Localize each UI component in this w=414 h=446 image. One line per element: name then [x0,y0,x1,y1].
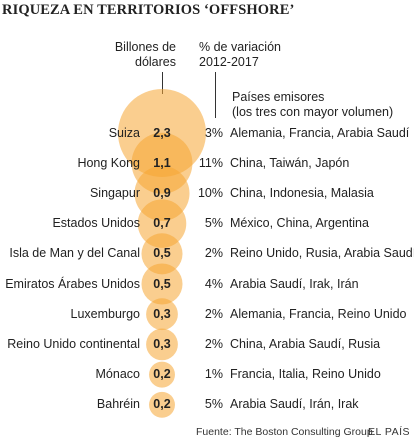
header-emitters-line1: Países emisores [232,90,325,104]
emitters-label: Arabia Saudí, Irak, Irán [230,276,359,291]
emitters-label: China, Indonesia, Malasia [230,185,374,200]
territory-label: Mónaco [95,367,140,382]
emitters-label: China, Taiwán, Japón [230,155,350,170]
header-change: % de variación 2012-2017 [199,40,281,70]
bubble [146,298,178,331]
change-label: 11% [198,155,223,170]
territory-label: Singapur [89,185,140,200]
header-change-line1: % de variación [199,40,281,54]
value-label: 0,7 [153,216,171,231]
header-change-tick [215,72,216,118]
header-value: Billones de dólares [115,40,176,70]
change-label: 1% [204,367,223,382]
bubble [137,199,187,248]
change-label: 4% [204,276,223,291]
header-value-line2: dólares [135,55,176,69]
emitters-label: Alemania, Francia, Arabia Saudí [230,125,410,140]
bubble [149,361,175,388]
bubble [141,233,183,275]
territory-label: Hong Kong [77,155,140,170]
territory-label: Suiza [108,125,140,140]
header-emitters: Países emisores (los tres con mayor volu… [232,90,393,120]
brand-logo: EL PAÍS [367,426,410,438]
value-label: 0,2 [153,367,171,382]
emitters-label: Alemania, Francia, Reino Unido [230,306,407,321]
emitters-label: Arabia Saudí, Irán, Irak [230,397,359,412]
value-label: 0,5 [153,246,171,261]
emitters-label: China, Arabia Saudí, Rusia [230,336,381,351]
header-change-line2: 2012-2017 [199,55,259,69]
change-label: 2% [204,246,223,261]
value-label: 0,3 [153,336,171,351]
bubble [141,263,183,305]
change-label: 5% [204,397,223,412]
territory-label: Emiratos Árabes Unidos [5,276,140,291]
change-label: 5% [204,216,223,231]
bubble [149,391,175,418]
value-label: 0,2 [153,397,171,412]
header-emitters-line2: (los tres con mayor volumen) [232,105,394,119]
value-label: 1,1 [153,155,171,170]
change-label: 10% [197,185,223,200]
value-label: 0,5 [153,276,171,291]
chart-title: RIQUEZA EN TERRITORIOS ‘OFFSHORE’ [2,2,295,18]
territory-label: Estados Unidos [52,216,140,231]
change-label: 2% [204,336,223,351]
bubble [146,328,178,361]
value-label: 2,3 [153,125,171,140]
emitters-label: Francia, Italia, Reino Unido [230,367,381,382]
value-label: 0,3 [153,306,171,321]
value-label: 0,9 [153,185,171,200]
source-note: Fuente: The Boston Consulting Group. [196,426,376,438]
territory-label: Isla de Man y del Canal [9,246,140,261]
change-label: 3% [204,125,223,140]
territory-label: Reino Unido continental [7,336,140,351]
header-value-tick [162,72,163,94]
emitters-label: México, China, Argentina [230,216,369,231]
change-label: 2% [204,306,223,321]
territory-label: Luxemburgo [70,306,141,321]
header-value-line1: Billones de [114,40,176,54]
territory-label: Bahréin [96,397,140,412]
emitters-label: Reino Unido, Rusia, Arabia Saudí [230,246,414,261]
